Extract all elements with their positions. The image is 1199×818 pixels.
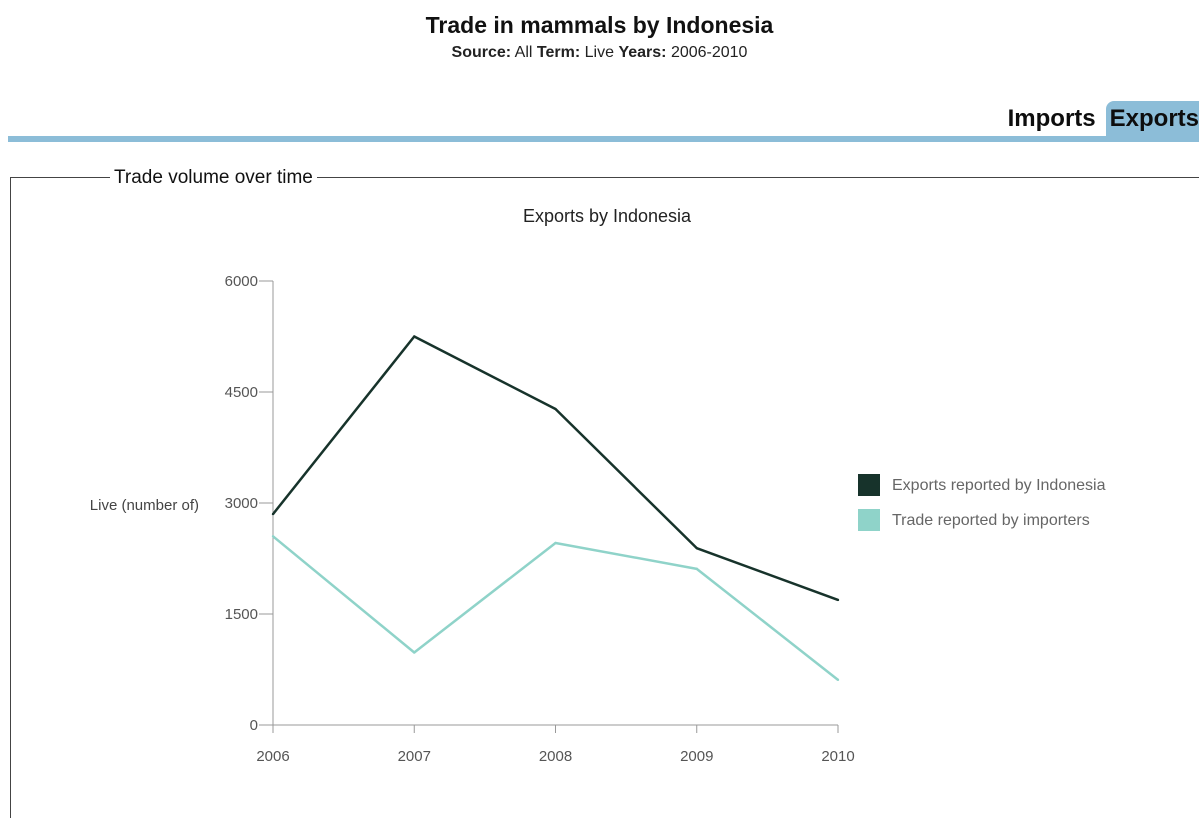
- y-tick-label: 6000: [225, 273, 258, 290]
- tab-imports[interactable]: Imports: [1007, 105, 1096, 132]
- x-tick-label: 2008: [539, 748, 572, 765]
- series-1-point: [271, 512, 275, 516]
- series-2-point: [271, 535, 275, 538]
- x-tick-label: 2010: [821, 748, 854, 765]
- legend-label-1: Exports reported by Indonesia: [892, 477, 1106, 494]
- y-tick-label: 1500: [225, 606, 258, 623]
- series-1-point: [554, 407, 557, 411]
- chart-panel: [10, 177, 1199, 818]
- series-1-point: [695, 546, 698, 550]
- legend-swatch-2: [858, 509, 880, 531]
- legend-label-2: Trade reported by importers: [892, 512, 1090, 529]
- series-line-2: [272, 535, 839, 681]
- series-1-point: [413, 335, 416, 338]
- y-tick-label: 0: [250, 717, 258, 734]
- tab-underline: [8, 136, 1199, 142]
- source-value: All: [514, 44, 533, 61]
- x-tick-label: 2009: [680, 748, 713, 765]
- tab-bar: Imports Exports: [1004, 101, 1199, 136]
- chart-svg: Exports by Indonesia Live (number of) 0 1…: [90, 206, 1106, 765]
- series-line-1: [272, 335, 839, 602]
- y-tick-label: 4500: [225, 384, 258, 401]
- series-2-point: [413, 651, 416, 654]
- chart-title: Exports by Indonesia: [523, 206, 692, 226]
- term-value: Live: [584, 44, 614, 61]
- y-axis-label: Live (number of): [90, 497, 199, 514]
- legend-swatch-1: [858, 474, 880, 496]
- tab-exports[interactable]: Exports: [1105, 101, 1199, 136]
- page-subtitle: Source: All Term: Live Years: 2006-2010: [0, 44, 1199, 62]
- term-label: Term:: [536, 44, 581, 61]
- panel-legend-title: Trade volume over time: [110, 167, 317, 189]
- series-2-point: [836, 678, 840, 682]
- years-label: Years:: [618, 44, 667, 61]
- series-2-point: [695, 567, 698, 571]
- series-2-point: [554, 541, 557, 545]
- series-1-point: [836, 598, 840, 602]
- y-tick-label: 3000: [225, 495, 258, 512]
- x-tick-label: 2006: [256, 748, 289, 765]
- years-value: 2006-2010: [670, 44, 748, 61]
- page-title: Trade in mammals by Indonesia: [425, 12, 774, 38]
- source-label: Source:: [451, 44, 512, 61]
- page-header: Trade in mammals by Indonesia Source: Al…: [0, 10, 1199, 62]
- x-tick-label: 2007: [398, 748, 431, 765]
